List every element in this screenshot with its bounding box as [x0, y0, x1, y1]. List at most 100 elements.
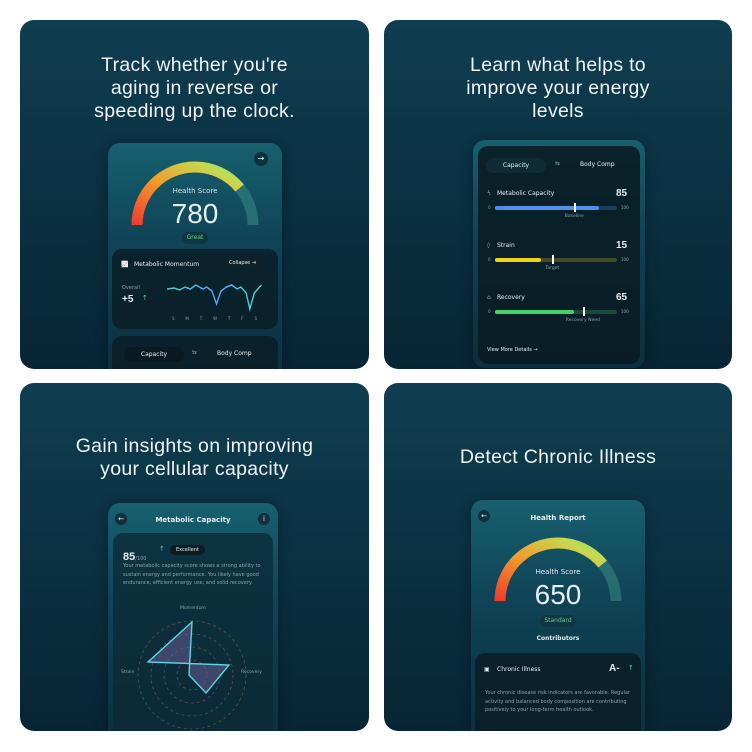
phone-health-score: → Health Score 780 Great 📈 Metabolic Mom…: [108, 143, 282, 369]
day-tick: M: [185, 316, 189, 321]
bar-track: [495, 258, 617, 262]
headline-line: Learn what helps to: [470, 54, 646, 76]
headline-line: Track whether you're: [101, 54, 288, 76]
headline-line: levels: [532, 100, 584, 122]
tab-capacity[interactable]: Capacity: [124, 347, 184, 362]
headline-line: aging in reverse or: [110, 77, 279, 99]
bar-min: 0: [488, 205, 491, 210]
panel-energy: Learn what helps to improve your energy …: [384, 20, 732, 369]
capacity-card: Capacity ⇆ Body Comp ϟ Metabolic Capacit…: [478, 146, 640, 364]
momentum-sparkline: [167, 284, 262, 312]
headline-line: your cellular capacity: [100, 458, 289, 480]
headline: Track whether you're aging in reverse or…: [20, 54, 369, 123]
score-value: 85: [123, 551, 136, 563]
drop-icon: ◊: [487, 242, 490, 249]
health-score-label: Health Score: [172, 187, 218, 195]
bar-min: 0: [488, 257, 491, 262]
up-arrow-icon: ↑: [142, 294, 148, 302]
radar-shape: [146, 620, 231, 695]
phone-metabolic: ← Metabolic Capacity i 85/100 ↑ Excellen…: [108, 503, 278, 731]
metric-name: Metabolic Capacity: [497, 190, 555, 197]
collapse-label: Collapse: [229, 260, 251, 266]
leaf-icon: ⌂: [487, 294, 491, 301]
screen-title: Metabolic Capacity: [155, 516, 231, 524]
headline-line: speeding up the clock.: [94, 100, 295, 122]
view-more-details-link[interactable]: View More Details →: [487, 347, 538, 353]
info-icon[interactable]: i: [258, 513, 270, 525]
metabolic-card: 85/100 ↑ Excellent Your metabolic capaci…: [113, 533, 273, 731]
chronic-icon: ▣: [484, 666, 490, 673]
overall-value: +5: [122, 294, 134, 305]
headline-line: Gain insights on improving: [75, 435, 314, 457]
bar-max: 100: [621, 205, 629, 210]
day-tick: F: [241, 316, 244, 321]
health-score-value: 780: [171, 198, 219, 229]
headline: Learn what helps to improve your energy …: [384, 54, 732, 123]
swap-icon[interactable]: ⇆: [192, 349, 198, 356]
rating-badge: Great: [182, 232, 208, 244]
marker-label: Baseline: [564, 214, 584, 219]
bar-fill: [495, 258, 542, 262]
radar-label-strain: Strain: [121, 670, 135, 675]
score-max: /100: [135, 556, 147, 562]
bar-fill: [495, 206, 599, 210]
chronic-illness-card[interactable]: ▣ Chronic Illness A- ↑ Your chronic dise…: [475, 653, 641, 731]
screen-title: Health Report: [530, 514, 586, 522]
momentum-title: Metabolic Momentum: [134, 261, 200, 268]
rating-badge: Standard: [540, 615, 576, 627]
contributors-heading: Contributors: [536, 635, 580, 642]
day-tick: W: [213, 316, 218, 321]
health-score-value: 650: [534, 579, 582, 610]
bar-max: 100: [621, 309, 629, 314]
chart-icon: 📈: [121, 261, 129, 268]
headline: Gain insights on improving your cellular…: [20, 435, 369, 481]
tabs-card: Capacity ⇆ Body Comp: [112, 336, 278, 369]
up-arrow-icon: ↑: [628, 664, 634, 672]
score: 85/100: [123, 545, 146, 564]
health-gauge: [131, 161, 259, 226]
up-arrow-icon: ↑: [159, 545, 165, 553]
back-icon[interactable]: ←: [115, 513, 127, 525]
metabolic-momentum-card: 📈 Metabolic Momentum Collapse ⇥ Overall …: [112, 249, 278, 329]
metric-name: Strain: [497, 242, 515, 249]
marker-label: Target: [545, 266, 560, 271]
overall-label: Overall: [122, 285, 140, 291]
lightning-icon: ϟ: [487, 190, 491, 197]
radar-label-recovery: Recovery: [241, 670, 262, 675]
day-tick: S: [172, 316, 175, 321]
tab-capacity[interactable]: Capacity: [486, 158, 546, 173]
panel-aging: Track whether you're aging in reverse or…: [20, 20, 369, 369]
tab-body-comp[interactable]: Body Comp: [217, 350, 252, 357]
arrow-right-icon[interactable]: →: [254, 152, 268, 166]
marker-label: Recovery Need: [565, 318, 600, 323]
bar-marker: [552, 255, 555, 264]
panel-cellular: Gain insights on improving your cellular…: [20, 383, 369, 731]
grade: A-: [609, 663, 620, 674]
back-icon[interactable]: ←: [478, 510, 490, 522]
description: Your metabolic capacity score shows a st…: [123, 563, 261, 587]
radar-chart: [137, 620, 247, 730]
metric-value: 65: [616, 292, 628, 303]
bar-min: 0: [488, 309, 491, 314]
bar-marker: [574, 203, 577, 212]
item-name: Chronic Illness: [497, 666, 541, 673]
phone-health-report: ← Health Report Health Score 650 Standar…: [471, 500, 645, 731]
headline-line: improve your energy: [466, 77, 650, 99]
phone-capacity: Capacity ⇆ Body Comp ϟ Metabolic Capacit…: [473, 140, 645, 368]
metric-value: 85: [616, 188, 628, 199]
tab-body-comp[interactable]: Body Comp: [580, 161, 615, 168]
radar-label-momentum: Momentum: [180, 606, 206, 611]
headline: Detect Chronic Illness: [384, 446, 732, 469]
day-tick: T: [199, 316, 203, 321]
bar-marker: [582, 307, 585, 316]
panel-chronic: Detect Chronic Illness ← Health Report H…: [384, 383, 732, 731]
metric-name: Recovery: [497, 294, 525, 301]
bar-fill: [495, 310, 575, 314]
metric-value: 15: [616, 240, 628, 251]
day-tick: S: [254, 316, 257, 321]
bar-max: 100: [621, 257, 629, 262]
swap-icon[interactable]: ⇆: [555, 160, 561, 167]
health-gauge: [494, 537, 622, 602]
collapse-button[interactable]: Collapse ⇥: [224, 258, 262, 268]
